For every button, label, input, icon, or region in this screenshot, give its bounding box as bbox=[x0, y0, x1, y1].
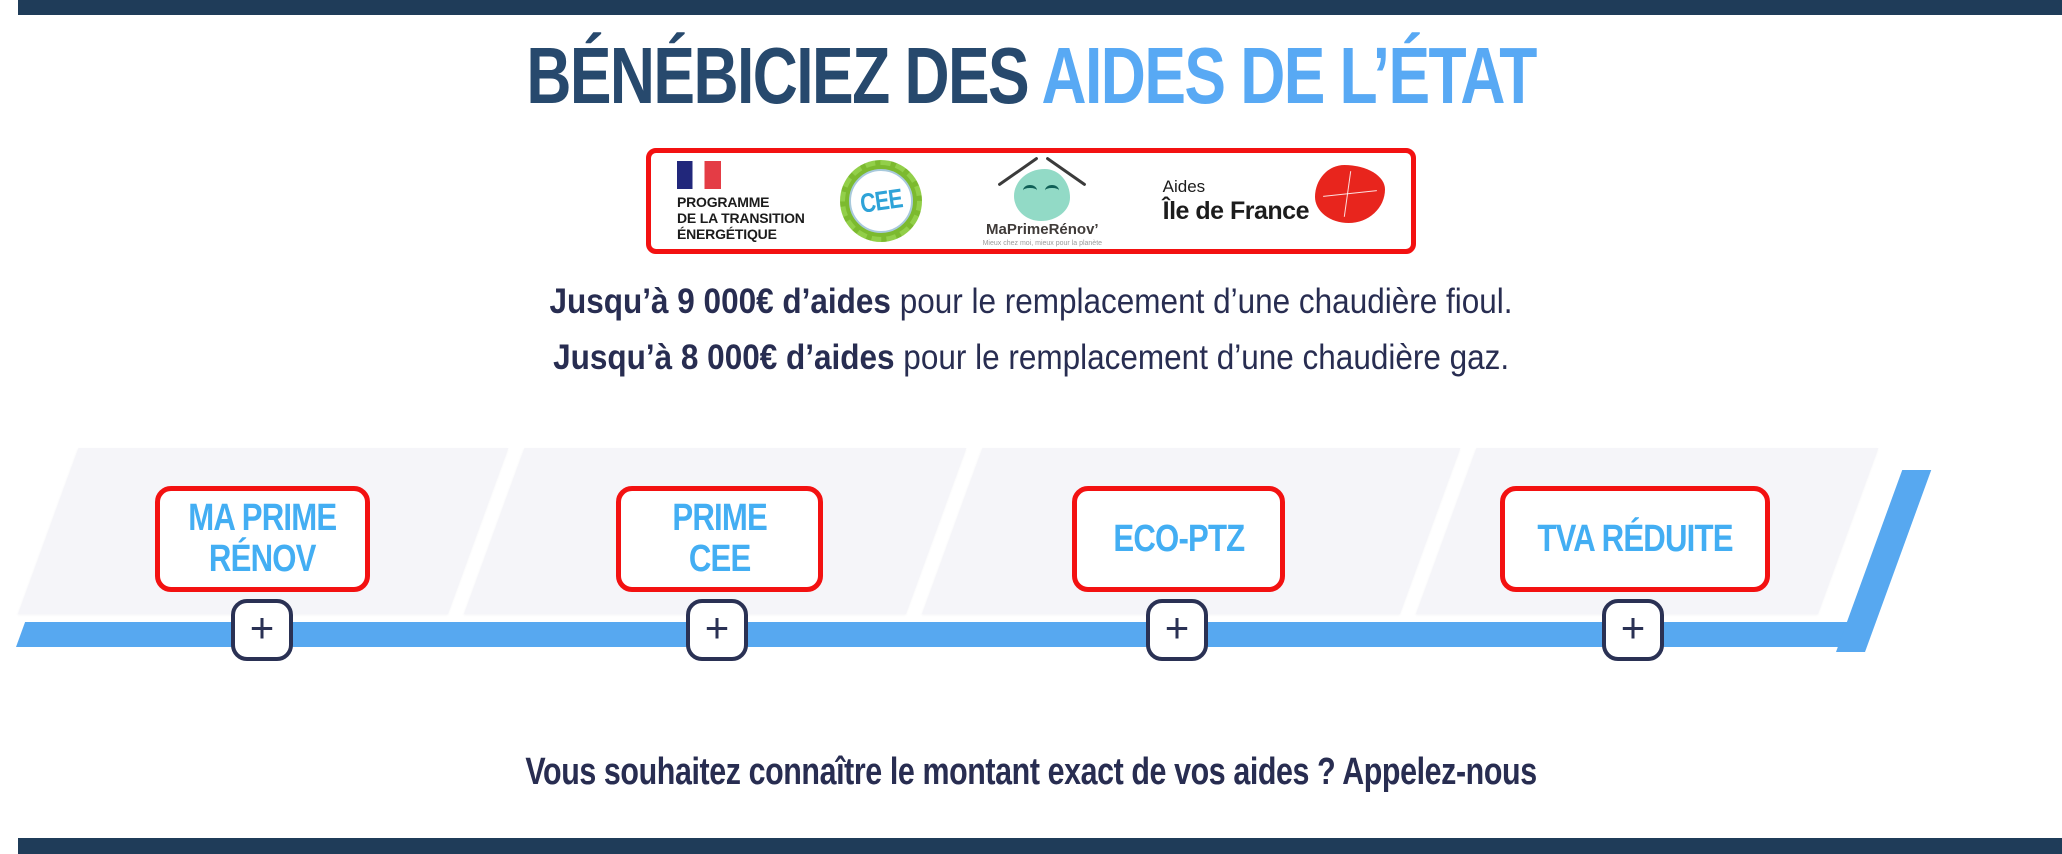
aid-box-prime-cee[interactable]: PRIME CEE bbox=[616, 486, 823, 592]
expand-eco-ptz-button[interactable]: + bbox=[1146, 599, 1208, 661]
maprimerenov-face-icon bbox=[1014, 168, 1071, 221]
programme-line: ÉNERGÉTIQUE bbox=[677, 225, 777, 242]
programme-transition-logo: PROGRAMME DE LA TRANSITION ÉNERGÉTIQUE bbox=[677, 160, 805, 242]
aid-label-line: MA PRIME bbox=[188, 497, 337, 539]
expand-tva-reduite-button[interactable]: + bbox=[1602, 599, 1664, 661]
aid-label-line: PRIME bbox=[672, 497, 767, 539]
map-border-line bbox=[1323, 190, 1377, 197]
aid-box-tva-reduite[interactable]: TVA RÉDUITE bbox=[1500, 486, 1770, 592]
aid-amount-line-gaz: Jusqu’à 8 000€ d’aides pour le remplacem… bbox=[0, 338, 2062, 378]
aid-amount-bold: Jusqu’à 9 000€ d’aides bbox=[549, 282, 891, 321]
aides-ile-de-france-logo: Aides Île de France bbox=[1162, 165, 1385, 226]
idf-aides-label: Aides bbox=[1162, 176, 1206, 196]
ile-de-france-map-icon bbox=[1314, 165, 1385, 223]
partner-logos-box: PROGRAMME DE LA TRANSITION ÉNERGÉTIQUE C… bbox=[646, 148, 1416, 254]
french-flag-icon bbox=[677, 160, 721, 189]
page-title-accent: AIDES DE L’ÉTAT bbox=[1041, 31, 1537, 120]
maprimerenov-tagline: Mieux chez moi, mieux pour la planète bbox=[982, 239, 1103, 247]
cee-badge-inner: CEE bbox=[849, 169, 914, 233]
aids-timeline: MA PRIME RÉNOV PRIME CEE ECO-PTZ TVA RÉD… bbox=[0, 448, 2062, 663]
top-border-bar bbox=[18, 0, 2062, 15]
aid-label-line: ECO-PTZ bbox=[1112, 517, 1245, 560]
aid-amount-line-fioul: Jusqu’à 9 000€ d’aides pour le remplacem… bbox=[0, 282, 2062, 322]
maprimerenov-house-icon bbox=[987, 156, 1097, 221]
contact-cta-text: Vous souhaitez connaître le montant exac… bbox=[0, 750, 2062, 794]
aid-box-ma-prime-renov[interactable]: MA PRIME RÉNOV bbox=[155, 486, 370, 592]
aid-amount-bold: Jusqu’à 8 000€ d’aides bbox=[552, 338, 895, 377]
plus-icon: + bbox=[704, 604, 730, 651]
maprimerenov-name: MaPrimeRénov’ bbox=[986, 220, 1099, 238]
idf-region-label: Île de France bbox=[1162, 196, 1310, 225]
aid-box-eco-ptz[interactable]: ECO-PTZ bbox=[1072, 486, 1285, 592]
bottom-border-bar bbox=[18, 838, 2062, 854]
plus-icon: + bbox=[249, 604, 275, 651]
aid-label-line: CEE bbox=[688, 538, 751, 580]
cee-badge-icon: CEE bbox=[840, 160, 923, 242]
eye-icon bbox=[1045, 184, 1060, 196]
aid-label-line: RÉNOV bbox=[209, 538, 317, 580]
contact-cta-label: Vous souhaitez connaître le montant exac… bbox=[525, 751, 1537, 793]
programme-line: DE LA TRANSITION bbox=[677, 209, 805, 226]
aid-amount-rest: pour le remplacement d’une chaudière gaz… bbox=[894, 338, 1510, 377]
expand-prime-cee-button[interactable]: + bbox=[686, 599, 748, 661]
page-title: BÉNÉBICIEZ DES AIDES DE L’ÉTAT bbox=[0, 32, 2062, 120]
aid-label-line: TVA RÉDUITE bbox=[1537, 517, 1733, 560]
eye-icon bbox=[1023, 184, 1038, 196]
maprimerenov-logo: MaPrimeRénov’ Mieux chez moi, mieux pour… bbox=[957, 156, 1127, 247]
aid-amount-rest: pour le remplacement d’une chaudière fio… bbox=[890, 282, 1513, 321]
plus-icon: + bbox=[1620, 604, 1646, 651]
plus-icon: + bbox=[1164, 604, 1190, 651]
cee-label: CEE bbox=[858, 182, 904, 219]
page-title-dark: BÉNÉBICIEZ DES bbox=[526, 31, 1042, 120]
programme-line: PROGRAMME bbox=[677, 193, 770, 210]
expand-ma-prime-renov-button[interactable]: + bbox=[231, 599, 293, 661]
